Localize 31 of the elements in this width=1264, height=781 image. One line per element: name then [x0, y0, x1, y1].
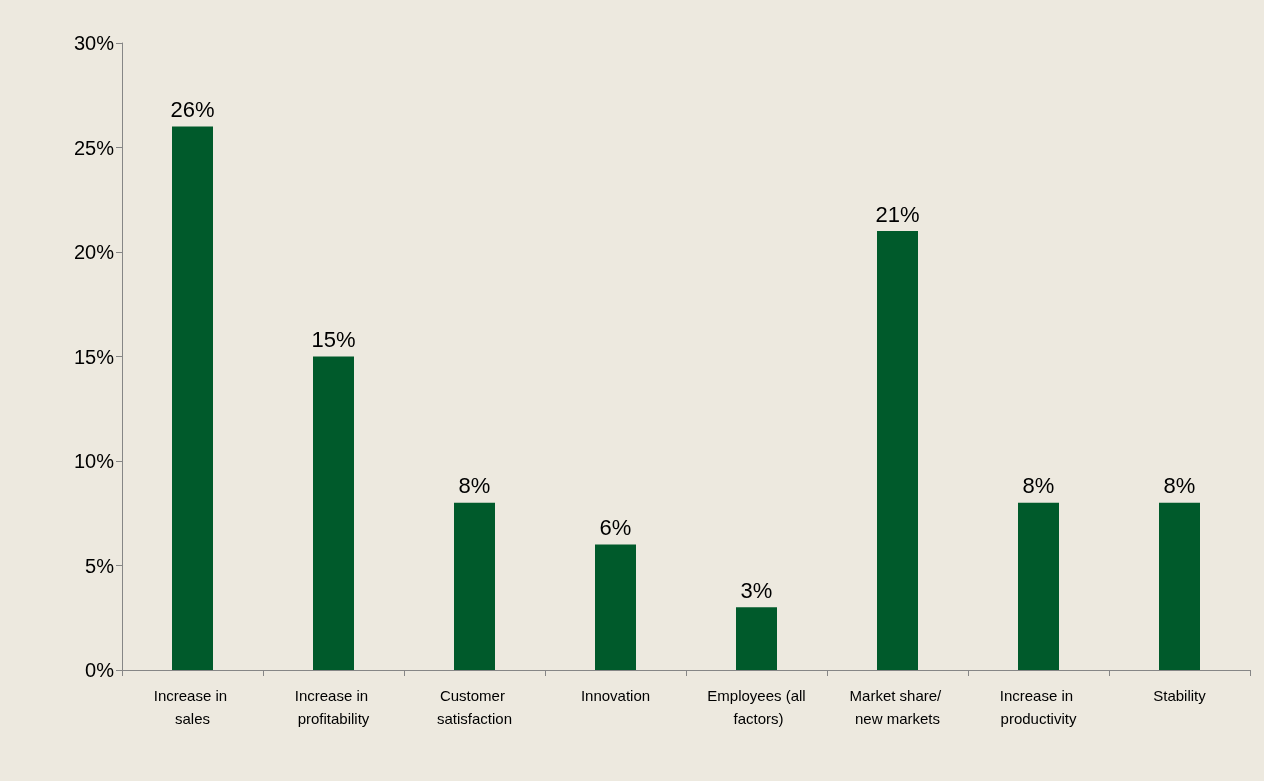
y-tick-label: 25% — [73, 136, 115, 159]
data-label: 8% — [1022, 473, 1055, 499]
data-label: 8% — [458, 473, 491, 499]
x-tick-label: Increase in profitability — [294, 687, 373, 727]
bar — [313, 356, 354, 670]
x-tick-label: Increase in productivity — [999, 687, 1078, 727]
x-tick-label: Customer satisfaction — [436, 687, 513, 727]
data-label: 15% — [311, 327, 356, 352]
data-label: 6% — [599, 515, 632, 541]
x-tick-label: Innovation — [580, 687, 651, 704]
bar — [595, 544, 636, 670]
data-label: 3% — [740, 577, 773, 603]
y-tick-label: 0% — [85, 659, 115, 681]
data-label: 21% — [875, 201, 920, 227]
y-tick-label: 5% — [85, 554, 115, 577]
bar — [454, 502, 495, 670]
bar — [172, 126, 213, 670]
y-tick-label: 20% — [73, 241, 115, 263]
data-label: 26% — [170, 97, 215, 123]
bar — [1159, 502, 1200, 670]
bar — [1018, 502, 1059, 670]
bar — [736, 607, 777, 670]
y-tick-label: 15% — [73, 345, 115, 368]
y-tick-label: 30% — [73, 32, 115, 54]
x-tick-label: Employees (all factors) — [707, 687, 806, 727]
data-label: 8% — [1163, 473, 1196, 499]
x-tick-label: Market share/ new markets — [849, 687, 946, 727]
x-tick-label: Increase in sales — [153, 687, 232, 727]
y-tick-label: 10% — [73, 450, 115, 472]
x-tick-label: Stability — [1153, 687, 1207, 704]
bar — [877, 231, 918, 670]
